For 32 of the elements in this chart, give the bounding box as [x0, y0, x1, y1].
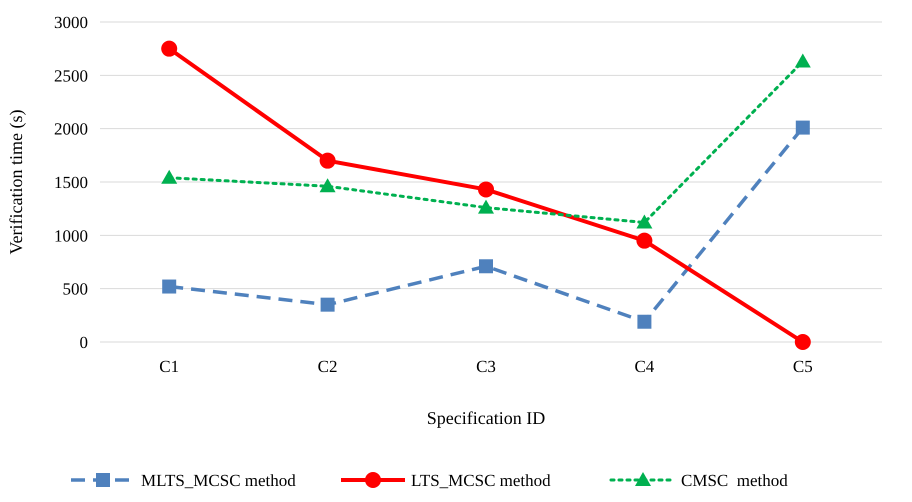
point [794, 53, 811, 68]
point [479, 259, 493, 274]
y-tick-label: 3000 [54, 12, 88, 32]
legend-label: MLTS_MCSC method [141, 470, 296, 490]
point [478, 181, 494, 198]
y-tick-label: 2500 [54, 66, 88, 86]
point [162, 280, 176, 294]
y-tick-label: 1500 [54, 172, 88, 192]
point [320, 298, 335, 312]
point [161, 170, 178, 184]
x-tick-label: C5 [792, 357, 813, 376]
point [161, 40, 178, 57]
x-tick-label: C1 [159, 357, 180, 376]
y-tick-label: 1000 [54, 226, 88, 246]
x-tick-label: C2 [318, 357, 338, 376]
point [636, 232, 652, 249]
point [637, 314, 652, 329]
y-tick-label: 0 [80, 332, 88, 352]
y-tick-label: 2000 [54, 120, 88, 139]
y-axis-title: Verification time (s) [6, 110, 26, 254]
point [320, 152, 336, 169]
y-tick-label: 500 [62, 280, 88, 299]
legend-label: LTS_MCSC method [411, 470, 552, 490]
point [794, 334, 811, 350]
x-axis-title: Specification ID [426, 408, 546, 428]
x-tick-label: C4 [634, 357, 655, 376]
point [796, 120, 810, 135]
point [636, 214, 652, 229]
point [320, 178, 336, 192]
x-tick-label: C3 [476, 357, 496, 376]
legend-label: CMSC method [681, 470, 788, 490]
point [478, 200, 494, 214]
